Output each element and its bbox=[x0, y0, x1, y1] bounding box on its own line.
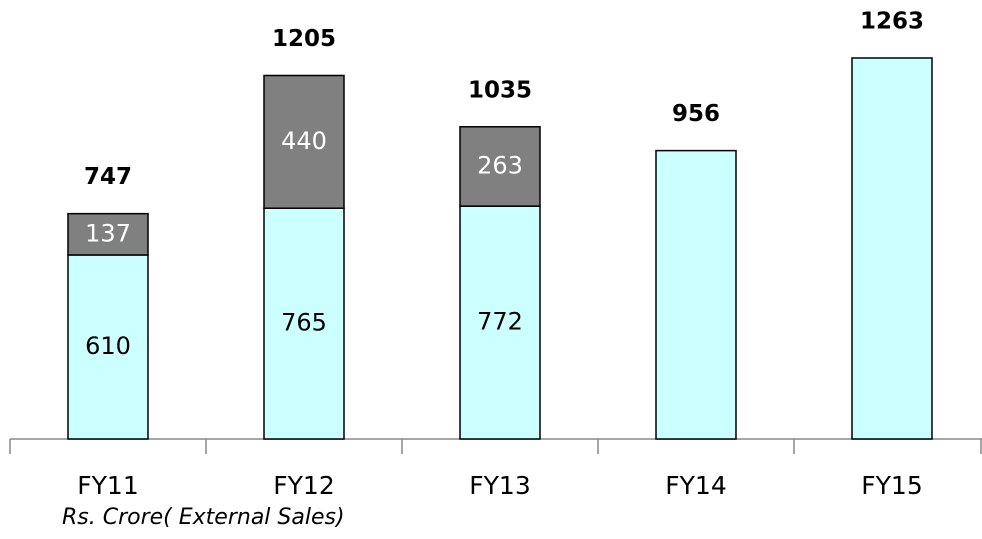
bar-segment bbox=[655, 149, 737, 440]
segment-label: 772 bbox=[477, 308, 523, 336]
x-tick-label: FY12 bbox=[273, 471, 334, 500]
bar-segment bbox=[67, 254, 149, 440]
segment-label: 610 bbox=[85, 332, 131, 360]
x-tick-label: FY13 bbox=[469, 471, 530, 500]
bar-segment bbox=[67, 212, 149, 256]
total-label: 956 bbox=[672, 101, 720, 127]
axis-note: Rs. Crore( External Sales) bbox=[62, 505, 345, 530]
x-tick-label: FY15 bbox=[861, 471, 922, 500]
segment-label: 137 bbox=[85, 219, 131, 247]
segment-label: 765 bbox=[281, 309, 327, 337]
bar-segment bbox=[851, 57, 933, 440]
bar-segment bbox=[459, 126, 541, 207]
bar-segment bbox=[263, 207, 345, 440]
x-tick-label: FY14 bbox=[665, 471, 726, 500]
total-label: 1205 bbox=[272, 26, 336, 52]
x-tick-label: FY11 bbox=[77, 471, 138, 500]
segment-label: 263 bbox=[477, 151, 523, 179]
total-label: 747 bbox=[84, 164, 132, 190]
bar-segment bbox=[459, 205, 541, 440]
bar-segment bbox=[263, 74, 345, 209]
total-label: 1263 bbox=[860, 9, 924, 35]
segment-label: 440 bbox=[281, 127, 327, 155]
total-label: 1035 bbox=[468, 77, 532, 103]
